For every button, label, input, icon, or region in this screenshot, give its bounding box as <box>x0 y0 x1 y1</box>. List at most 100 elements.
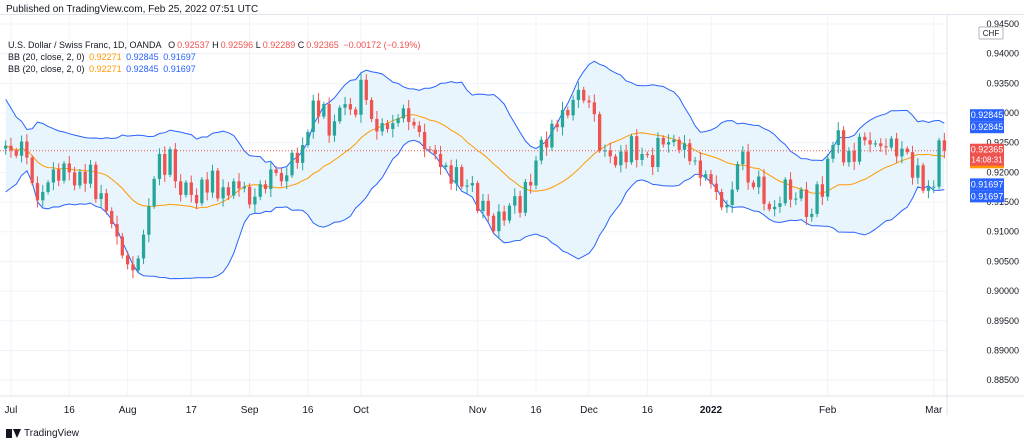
candle-7[interactable] <box>41 185 45 207</box>
candle-2[interactable] <box>14 147 18 159</box>
candle-104[interactable] <box>555 119 559 132</box>
legend-row-bb-2[interactable]: BB (20, close, 2, 0) 0.92271 0.92845 0.9… <box>8 63 420 75</box>
candle-131[interactable] <box>698 152 703 186</box>
candle-146[interactable] <box>778 196 782 213</box>
candle-89[interactable] <box>476 180 480 214</box>
candle-156[interactable] <box>831 141 835 163</box>
candle-94[interactable] <box>502 205 506 226</box>
candle-1[interactable] <box>9 137 13 158</box>
candle-58[interactable] <box>311 94 315 139</box>
candle-33[interactable] <box>179 174 183 202</box>
candle-164[interactable] <box>873 140 878 148</box>
candle-87[interactable] <box>465 179 469 194</box>
candle-35[interactable] <box>189 175 193 203</box>
candle-81[interactable] <box>433 144 437 160</box>
candle-60[interactable] <box>322 101 326 119</box>
candle-162[interactable] <box>863 132 867 146</box>
candle-98[interactable] <box>523 178 528 217</box>
candle-167[interactable] <box>889 135 893 150</box>
candle-49[interactable] <box>263 180 268 194</box>
candle-107[interactable] <box>571 95 575 121</box>
candle-151[interactable] <box>804 181 809 225</box>
candle-8[interactable] <box>46 180 50 195</box>
candle-53[interactable] <box>285 167 289 190</box>
candle-149[interactable] <box>794 192 798 206</box>
candle-119[interactable] <box>635 129 639 168</box>
candle-97[interactable] <box>518 190 522 218</box>
candle-16[interactable] <box>88 159 93 188</box>
candle-15[interactable] <box>83 163 87 192</box>
candle-40[interactable] <box>216 167 220 202</box>
candle-138[interactable] <box>735 161 740 193</box>
candle-42[interactable] <box>226 181 231 201</box>
candle-144[interactable] <box>767 201 771 212</box>
candle-68[interactable] <box>364 74 368 105</box>
candle-129[interactable] <box>688 138 692 165</box>
candle-47[interactable] <box>253 188 257 213</box>
candle-133[interactable] <box>709 170 713 189</box>
candle-56[interactable] <box>300 137 305 171</box>
candle-51[interactable] <box>274 166 278 176</box>
candle-85[interactable] <box>454 159 459 191</box>
candle-14[interactable] <box>78 168 82 189</box>
candle-108[interactable] <box>576 81 581 108</box>
candle-39[interactable] <box>210 164 215 198</box>
candle-54[interactable] <box>290 149 294 178</box>
candle-99[interactable] <box>529 173 533 194</box>
candle-114[interactable] <box>608 142 612 164</box>
candle-19[interactable] <box>104 188 109 215</box>
candle-5[interactable] <box>30 155 34 186</box>
candle-79[interactable] <box>422 123 427 158</box>
candle-124[interactable] <box>661 135 665 148</box>
candle-125[interactable] <box>666 134 671 153</box>
candle-96[interactable] <box>513 188 517 214</box>
candle-139[interactable] <box>741 146 745 171</box>
candle-116[interactable] <box>619 145 623 173</box>
candle-122[interactable] <box>651 147 655 175</box>
candle-27[interactable] <box>147 198 151 243</box>
candle-26[interactable] <box>141 229 146 265</box>
candle-17[interactable] <box>94 161 98 203</box>
candle-142[interactable] <box>757 170 761 194</box>
candle-123[interactable] <box>656 132 660 173</box>
candle-168[interactable] <box>894 132 899 163</box>
candle-132[interactable] <box>704 170 708 181</box>
candle-121[interactable] <box>645 151 650 158</box>
candle-63[interactable] <box>338 105 342 124</box>
candle-174[interactable] <box>926 180 931 199</box>
candle-72[interactable] <box>385 119 390 133</box>
candle-153[interactable] <box>815 181 819 218</box>
candle-46[interactable] <box>247 183 252 209</box>
candle-64[interactable] <box>343 96 347 116</box>
candle-150[interactable] <box>799 187 803 202</box>
candlestick-chart[interactable]: 0.945000.940000.935000.930000.925000.920… <box>0 15 1024 415</box>
candle-159[interactable] <box>847 147 851 167</box>
candle-100[interactable] <box>534 155 538 190</box>
candle-34[interactable] <box>184 180 188 198</box>
candle-155[interactable] <box>826 153 830 201</box>
candle-165[interactable] <box>879 138 883 153</box>
candle-109[interactable] <box>582 86 586 104</box>
candle-3[interactable] <box>19 135 24 163</box>
candle-126[interactable] <box>672 134 676 147</box>
candle-65[interactable] <box>348 97 353 116</box>
candle-154[interactable] <box>820 176 825 205</box>
candle-13[interactable] <box>72 166 77 191</box>
candle-11[interactable] <box>62 160 66 184</box>
candle-75[interactable] <box>401 104 406 123</box>
candle-32[interactable] <box>173 142 178 189</box>
candle-148[interactable] <box>788 172 793 208</box>
candle-22[interactable] <box>120 232 124 259</box>
candle-67[interactable] <box>359 72 363 123</box>
candle-120[interactable] <box>640 147 644 166</box>
candle-141[interactable] <box>751 179 756 190</box>
candle-118[interactable] <box>629 133 634 165</box>
legend-row-bb-1[interactable]: BB (20, close, 2, 0) 0.92271 0.92845 0.9… <box>8 51 420 63</box>
candle-93[interactable] <box>497 204 501 239</box>
candle-4[interactable] <box>25 134 29 165</box>
candle-21[interactable] <box>115 215 119 245</box>
candle-9[interactable] <box>51 162 56 191</box>
candle-135[interactable] <box>719 188 724 211</box>
candle-128[interactable] <box>682 135 687 159</box>
candle-173[interactable] <box>921 162 925 194</box>
